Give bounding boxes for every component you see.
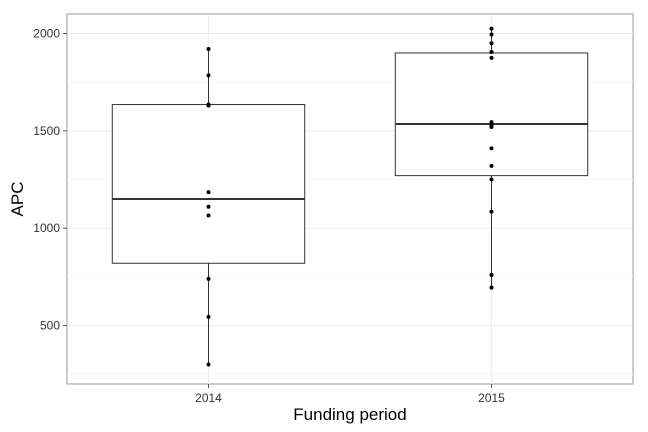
x-axis-title: Funding period: [293, 405, 406, 424]
data-point: [206, 314, 211, 319]
data-point: [206, 73, 211, 78]
data-point: [489, 209, 494, 214]
data-point: [489, 285, 494, 290]
data-point: [206, 276, 211, 281]
axes: 500 1000 1500 2000 2014 2015: [33, 26, 505, 405]
y-tick-label: 1000: [33, 221, 60, 235]
x-tick-label: 2015: [478, 391, 505, 405]
data-point: [489, 55, 494, 60]
data-point: [206, 213, 211, 218]
data-point: [489, 49, 494, 54]
data-point: [489, 32, 494, 37]
data-point: [206, 190, 211, 195]
data-point: [489, 146, 494, 151]
y-tick-label: 500: [40, 319, 60, 333]
data-point: [206, 362, 211, 367]
data-point: [489, 26, 494, 31]
box: [394, 52, 589, 177]
data-point: [489, 163, 494, 168]
data-point: [206, 103, 211, 108]
data-point: [206, 47, 211, 52]
data-point: [206, 204, 211, 209]
y-tick-label: 1500: [33, 124, 60, 138]
y-axis-title: APC: [8, 182, 27, 217]
data-layer: [111, 26, 589, 367]
data-point: [489, 124, 494, 129]
box: [111, 104, 306, 264]
y-tick-label: 2000: [33, 26, 60, 40]
data-point: [489, 41, 494, 46]
x-tick-label: 2014: [195, 391, 222, 405]
data-point: [489, 120, 494, 125]
data-point: [489, 177, 494, 182]
data-point: [489, 272, 494, 277]
